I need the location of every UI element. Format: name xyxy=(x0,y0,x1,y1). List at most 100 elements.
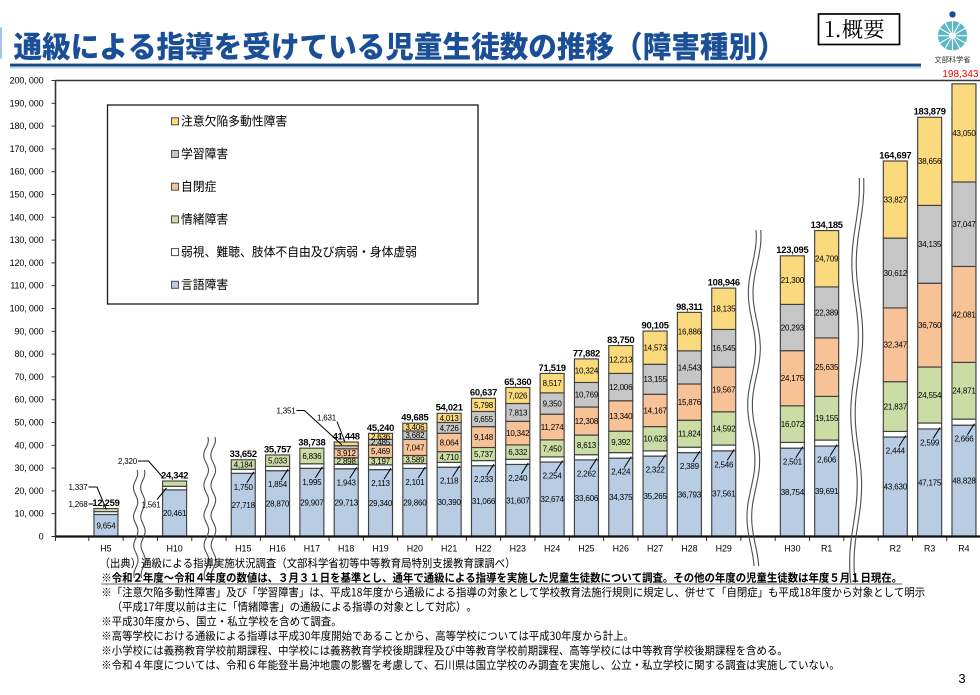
svg-text:7,450: 7,450 xyxy=(543,444,563,453)
svg-text:71,519: 71,519 xyxy=(539,362,566,373)
svg-text:9,350: 9,350 xyxy=(543,399,563,408)
svg-text:H20: H20 xyxy=(407,544,423,554)
svg-text:3: 3 xyxy=(958,671,965,686)
svg-text:H30: H30 xyxy=(784,544,800,554)
svg-text:65,360: 65,360 xyxy=(504,376,531,387)
svg-text:13,155: 13,155 xyxy=(643,375,667,384)
svg-text:10,324: 10,324 xyxy=(575,367,599,376)
svg-text:H26: H26 xyxy=(613,544,629,554)
svg-text:2,101: 2,101 xyxy=(405,478,425,487)
svg-text:25,635: 25,635 xyxy=(815,363,839,372)
svg-text:5,798: 5,798 xyxy=(474,401,494,410)
svg-text:170, 000: 170, 000 xyxy=(10,144,44,154)
svg-text:24,871: 24,871 xyxy=(952,387,976,396)
svg-text:29,860: 29,860 xyxy=(403,498,427,507)
svg-text:2,118: 2,118 xyxy=(440,477,459,486)
svg-text:19,567: 19,567 xyxy=(712,385,736,394)
svg-text:49,685: 49,685 xyxy=(401,412,428,423)
svg-text:4,013: 4,013 xyxy=(440,414,460,423)
svg-text:8,613: 8,613 xyxy=(577,441,597,450)
svg-text:H17: H17 xyxy=(304,544,320,554)
svg-text:10,342: 10,342 xyxy=(506,429,530,438)
svg-text:30, 000: 30, 000 xyxy=(15,463,44,473)
svg-text:7,047: 7,047 xyxy=(405,443,425,452)
svg-text:9,148: 9,148 xyxy=(474,433,494,442)
svg-text:3,406: 3,406 xyxy=(405,423,425,432)
svg-text:10, 000: 10, 000 xyxy=(15,509,44,519)
svg-text:33,652: 33,652 xyxy=(230,448,257,459)
svg-text:4,710: 4,710 xyxy=(440,453,460,462)
svg-text:7,813: 7,813 xyxy=(508,408,528,417)
svg-text:13,340: 13,340 xyxy=(609,412,633,421)
svg-text:31,607: 31,607 xyxy=(506,496,530,505)
svg-text:21,837: 21,837 xyxy=(884,402,908,411)
svg-text:35,757: 35,757 xyxy=(264,443,291,454)
svg-text:36,793: 36,793 xyxy=(678,490,702,499)
svg-text:2,424: 2,424 xyxy=(611,468,631,477)
svg-text:H25: H25 xyxy=(578,544,594,554)
svg-text:2,254: 2,254 xyxy=(543,472,563,481)
svg-text:130, 000: 130, 000 xyxy=(10,235,44,245)
svg-text:H22: H22 xyxy=(475,544,491,554)
svg-text:18,135: 18,135 xyxy=(712,305,736,314)
svg-text:12,006: 12,006 xyxy=(609,383,633,392)
svg-text:27,718: 27,718 xyxy=(232,501,256,510)
svg-text:H10: H10 xyxy=(166,544,182,554)
svg-text:11,274: 11,274 xyxy=(541,423,564,432)
svg-text:29,907: 29,907 xyxy=(300,498,324,507)
svg-text:H21: H21 xyxy=(441,544,457,554)
svg-text:38,738: 38,738 xyxy=(298,437,325,448)
svg-text:54,021: 54,021 xyxy=(436,402,463,413)
svg-text:33,827: 33,827 xyxy=(884,195,908,204)
svg-text:2,606: 2,606 xyxy=(817,456,837,465)
svg-text:37,561: 37,561 xyxy=(712,490,736,499)
svg-text:1,268: 1,268 xyxy=(68,500,88,509)
svg-text:1,854: 1,854 xyxy=(268,480,288,489)
svg-text:37,047: 37,047 xyxy=(952,220,976,229)
svg-text:14,592: 14,592 xyxy=(712,424,736,433)
svg-text:39,691: 39,691 xyxy=(815,487,839,496)
svg-text:19,155: 19,155 xyxy=(815,414,839,423)
svg-text:H24: H24 xyxy=(544,544,560,554)
svg-text:36,760: 36,760 xyxy=(918,321,942,330)
svg-text:5,033: 5,033 xyxy=(268,457,288,466)
svg-text:110, 000: 110, 000 xyxy=(10,281,43,291)
svg-text:20,293: 20,293 xyxy=(781,323,805,332)
svg-text:21,300: 21,300 xyxy=(781,276,805,285)
svg-text:10,769: 10,769 xyxy=(575,391,599,400)
svg-text:190, 000: 190, 000 xyxy=(10,98,44,108)
svg-text:35,265: 35,265 xyxy=(643,492,667,501)
svg-text:43,630: 43,630 xyxy=(884,483,908,492)
svg-text:30,390: 30,390 xyxy=(438,498,462,507)
svg-text:24,709: 24,709 xyxy=(815,255,839,264)
svg-text:2,262: 2,262 xyxy=(577,469,597,478)
svg-text:32,674: 32,674 xyxy=(540,495,564,504)
svg-text:R4: R4 xyxy=(958,544,969,554)
svg-text:0: 0 xyxy=(39,532,44,542)
svg-text:24,342: 24,342 xyxy=(161,469,188,480)
svg-text:R3: R3 xyxy=(924,544,935,554)
svg-text:48,828: 48,828 xyxy=(952,477,976,486)
svg-text:108,946: 108,946 xyxy=(708,277,740,288)
svg-text:2,322: 2,322 xyxy=(646,466,666,475)
svg-text:28,870: 28,870 xyxy=(266,499,290,508)
svg-text:140, 000: 140, 000 xyxy=(10,212,44,222)
svg-text:2,501: 2,501 xyxy=(783,458,803,467)
svg-text:3,197: 3,197 xyxy=(371,457,391,466)
svg-text:9,654: 9,654 xyxy=(96,521,116,530)
svg-text:8,064: 8,064 xyxy=(440,438,460,447)
svg-text:42,081: 42,081 xyxy=(952,310,976,319)
svg-text:50, 000: 50, 000 xyxy=(15,418,44,428)
svg-text:43,050: 43,050 xyxy=(952,129,976,138)
svg-text:3,682: 3,682 xyxy=(405,431,425,440)
svg-text:H28: H28 xyxy=(681,544,697,554)
svg-text:6,836: 6,836 xyxy=(302,452,322,461)
svg-text:6,332: 6,332 xyxy=(508,448,528,457)
svg-text:33,606: 33,606 xyxy=(575,494,599,503)
svg-text:180, 000: 180, 000 xyxy=(10,121,44,131)
svg-text:10,623: 10,623 xyxy=(643,435,667,444)
svg-text:16,072: 16,072 xyxy=(781,420,805,429)
svg-text:12,259: 12,259 xyxy=(92,497,119,508)
svg-text:20,461: 20,461 xyxy=(163,509,187,518)
svg-text:6,655: 6,655 xyxy=(474,415,494,424)
